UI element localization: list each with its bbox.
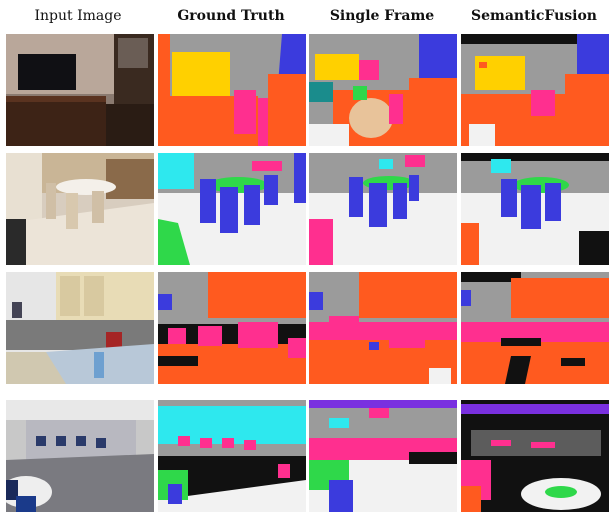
semanticfusion-kitchen — [461, 272, 609, 384]
single-frame-office — [309, 400, 457, 512]
column-header-input-image: Input Image — [34, 8, 122, 24]
semanticfusion-office — [461, 400, 609, 512]
column-header-semanticfusion: SemanticFusion — [471, 8, 597, 24]
input-image-dining-room — [6, 153, 154, 265]
ground-truth-kitchen — [158, 272, 306, 384]
single-frame-kitchen — [309, 272, 457, 384]
column-header-ground-truth: Ground Truth — [177, 8, 285, 24]
ground-truth-office — [158, 400, 306, 512]
column-header-single-frame: Single Frame — [329, 8, 435, 24]
input-image-office — [6, 400, 154, 512]
input-image-living-room — [6, 34, 154, 146]
ground-truth-living-room — [158, 34, 306, 146]
semanticfusion-living-room — [461, 34, 609, 146]
input-image-kitchen — [6, 272, 154, 384]
single-frame-dining-room — [309, 153, 457, 265]
single-frame-living-room — [309, 34, 457, 146]
semanticfusion-dining-room — [461, 153, 609, 265]
ground-truth-dining-room — [158, 153, 306, 265]
